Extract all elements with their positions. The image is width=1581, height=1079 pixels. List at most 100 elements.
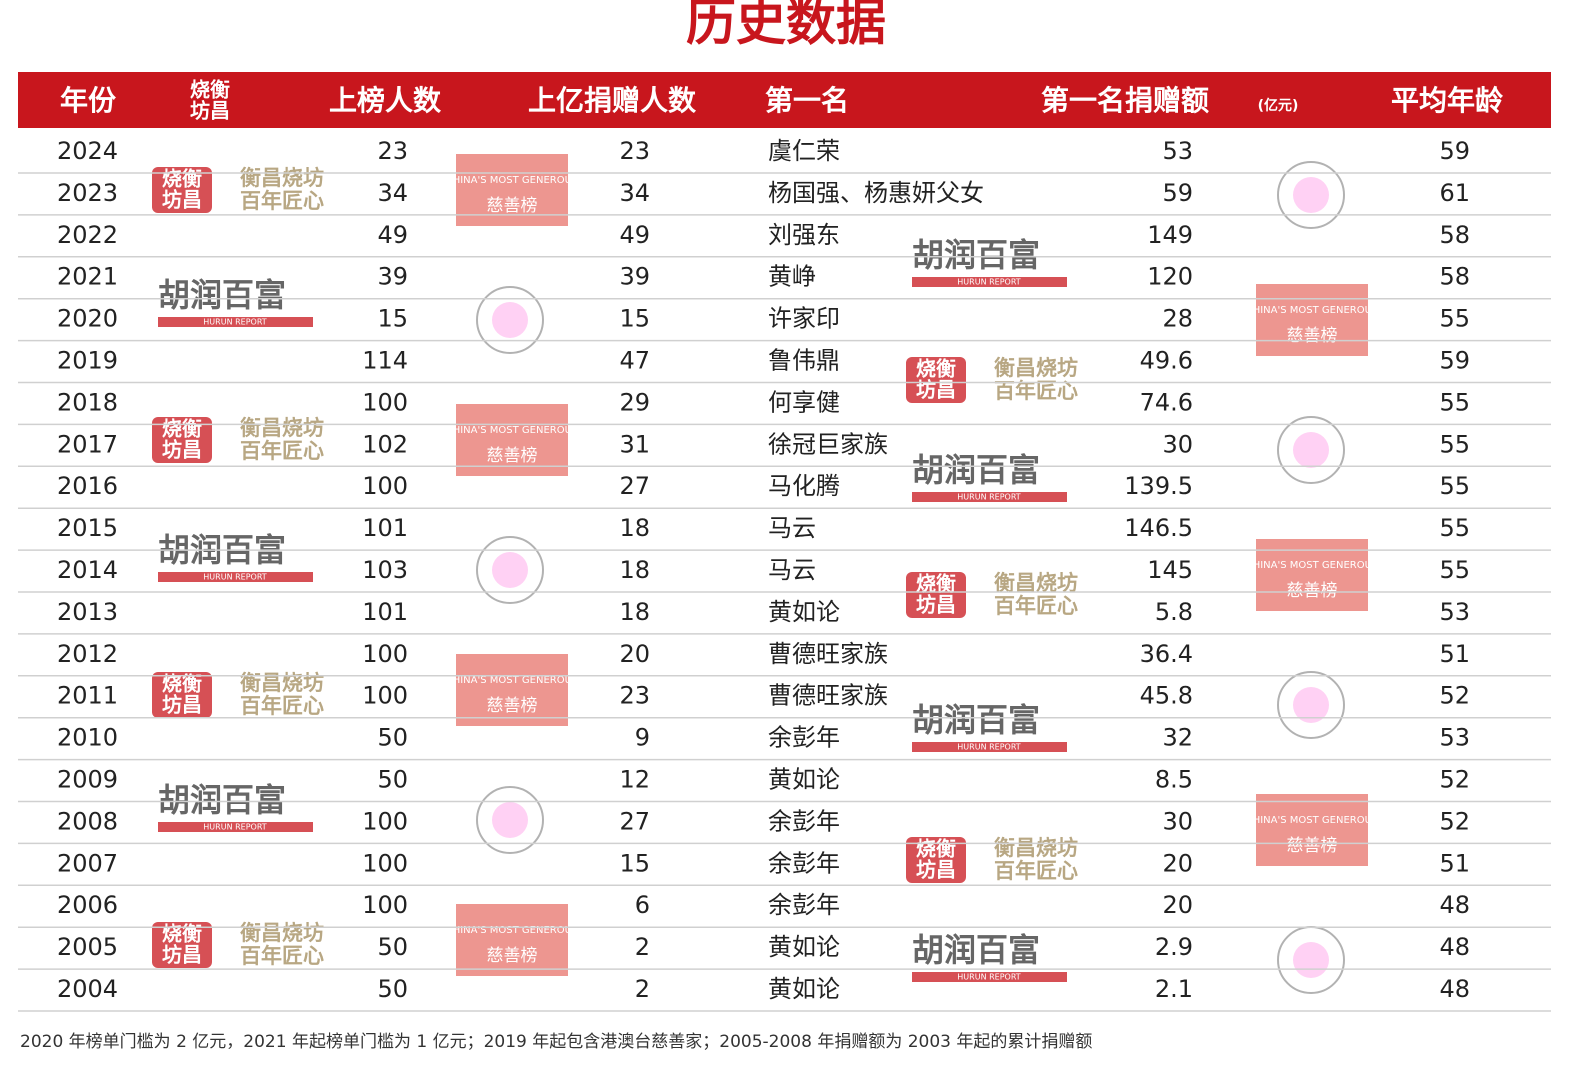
stamp-text: 坊昌 bbox=[916, 593, 956, 617]
table-cell: 黄如论 bbox=[768, 598, 840, 626]
hurun-en: HURUN REPORT bbox=[957, 493, 1021, 502]
stamp-text: 烧衡 bbox=[916, 837, 956, 861]
table-cell: 6 bbox=[635, 891, 650, 919]
generous-cn: 慈善榜 bbox=[1287, 836, 1338, 856]
table-cell: 2022 bbox=[57, 221, 118, 249]
table-cell: 黄如论 bbox=[768, 933, 840, 961]
table-cell: 黄如论 bbox=[768, 766, 840, 794]
table-cell: 139.5 bbox=[1124, 472, 1193, 500]
header-cell: 第一名 bbox=[765, 84, 849, 117]
header-cell: 平均年龄 bbox=[1391, 84, 1504, 117]
stamp-text: 烧衡 bbox=[916, 357, 956, 381]
table-cell: 黄如论 bbox=[768, 975, 840, 1003]
circle-logo bbox=[476, 536, 544, 604]
stamp-text: 烧衡 bbox=[162, 417, 202, 441]
stamp-text: 坊昌 bbox=[916, 378, 956, 402]
heng-text: 百年匠心 bbox=[994, 594, 1078, 618]
table-cell: 2020 bbox=[57, 305, 118, 333]
table-cell: 50 bbox=[377, 724, 408, 752]
table-cell: 2024 bbox=[57, 137, 118, 165]
table-cell: 9 bbox=[635, 724, 650, 752]
table-cell: 18 bbox=[619, 514, 650, 542]
table-cell: 许家印 bbox=[768, 305, 840, 333]
generous-box bbox=[456, 904, 568, 976]
circle-logo bbox=[1277, 416, 1345, 484]
generous-en: CHINA'S MOST GENEROUS bbox=[1246, 305, 1379, 316]
table-cell: 2004 bbox=[57, 975, 118, 1003]
stamp-text: 坊昌 bbox=[162, 438, 202, 462]
table-cell: 100 bbox=[362, 682, 408, 710]
table-cell: 49 bbox=[377, 221, 408, 249]
table-cell: 2016 bbox=[57, 472, 118, 500]
table-cell: 55 bbox=[1439, 472, 1470, 500]
table-cell: 55 bbox=[1439, 556, 1470, 584]
generous-box bbox=[1256, 794, 1368, 866]
circle-logo bbox=[476, 786, 544, 854]
table-cell: 曹德旺家族 bbox=[768, 682, 888, 710]
hurun-en: HURUN REPORT bbox=[957, 973, 1021, 982]
table-cell: 马云 bbox=[768, 514, 816, 542]
table-cell: 2.9 bbox=[1155, 933, 1193, 961]
table-cell: 48 bbox=[1439, 891, 1470, 919]
table-cell: 2 bbox=[635, 975, 650, 1003]
stamp-box bbox=[152, 167, 212, 213]
table-cell: 50 bbox=[377, 975, 408, 1003]
stamp-text: 坊昌 bbox=[162, 943, 202, 967]
hurun-bar bbox=[158, 572, 313, 582]
circle-logo bbox=[1293, 432, 1329, 468]
footnote: 2020 年榜单门槛为 2 亿元，2021 年起榜单门槛为 1 亿元；2019 … bbox=[20, 1032, 1092, 1052]
stamp-box bbox=[152, 672, 212, 718]
table-cell: 45.8 bbox=[1140, 682, 1193, 710]
table-cell: 杨国强、杨惠妍父女 bbox=[768, 179, 984, 207]
table-cell: 103 bbox=[362, 556, 408, 584]
table-cell: 100 bbox=[362, 472, 408, 500]
table-cell: 53 bbox=[1162, 137, 1193, 165]
table-cell: 2023 bbox=[57, 179, 118, 207]
stamp-box bbox=[180, 78, 240, 124]
table-cell: 146.5 bbox=[1124, 514, 1193, 542]
table-cell: 2007 bbox=[57, 849, 118, 877]
table-cell: 马化腾 bbox=[768, 472, 840, 500]
table-cell: 58 bbox=[1439, 221, 1470, 249]
stamp-text: 烧衡 bbox=[190, 78, 230, 102]
table-cell: 2 bbox=[635, 933, 650, 961]
heng-text: 衡昌烧坊 bbox=[240, 166, 324, 190]
generous-cn: 慈善榜 bbox=[1287, 326, 1338, 346]
generous-box bbox=[456, 404, 568, 476]
table-cell: 58 bbox=[1439, 263, 1470, 291]
table-cell: 51 bbox=[1439, 640, 1470, 668]
circle-logo bbox=[1293, 177, 1329, 213]
table-cell: 48 bbox=[1439, 975, 1470, 1003]
table-cell: 徐冠巨家族 bbox=[768, 430, 888, 458]
table-cell: 23 bbox=[619, 137, 650, 165]
stamp-text: 坊昌 bbox=[190, 99, 230, 123]
header-cell: 年份 bbox=[60, 84, 116, 117]
heng-text: 百年匠心 bbox=[240, 189, 324, 213]
stamp-box bbox=[906, 572, 966, 618]
table-cell: 145 bbox=[1147, 556, 1193, 584]
table-cell: 61 bbox=[1439, 179, 1470, 207]
heng-text: 衡昌烧坊 bbox=[240, 416, 324, 440]
table-cell: 29 bbox=[619, 388, 650, 416]
hurun-text: 胡润百富 bbox=[158, 276, 286, 314]
table-cell: 47 bbox=[619, 347, 650, 375]
table-cell: 114 bbox=[362, 347, 408, 375]
table-cell: 52 bbox=[1439, 807, 1470, 835]
hurun-text: 胡润百富 bbox=[912, 236, 1040, 274]
table-cell: 2006 bbox=[57, 891, 118, 919]
generous-cn: 慈善榜 bbox=[1287, 581, 1338, 601]
table-cell: 52 bbox=[1439, 682, 1470, 710]
generous-en: CHINA'S MOST GENEROUS bbox=[446, 925, 579, 936]
watermarks: 烧衡坊昌衡昌烧坊百年匠心烧衡坊昌衡昌烧坊百年匠心烧衡坊昌衡昌烧坊百年匠心烧衡坊昌… bbox=[152, 154, 1379, 994]
table-cell: 2005 bbox=[57, 933, 118, 961]
stamp-box bbox=[906, 357, 966, 403]
table-cell: 34 bbox=[377, 179, 408, 207]
hurun-text: 胡润百富 bbox=[158, 781, 286, 819]
table-cell: 59 bbox=[1439, 137, 1470, 165]
heng-text: 百年匠心 bbox=[240, 439, 324, 463]
table-cell: 101 bbox=[362, 598, 408, 626]
table-cell: 2018 bbox=[57, 388, 118, 416]
table-cell: 50 bbox=[377, 933, 408, 961]
table-cell: 55 bbox=[1439, 305, 1470, 333]
table-cell: 刘强东 bbox=[768, 221, 840, 249]
